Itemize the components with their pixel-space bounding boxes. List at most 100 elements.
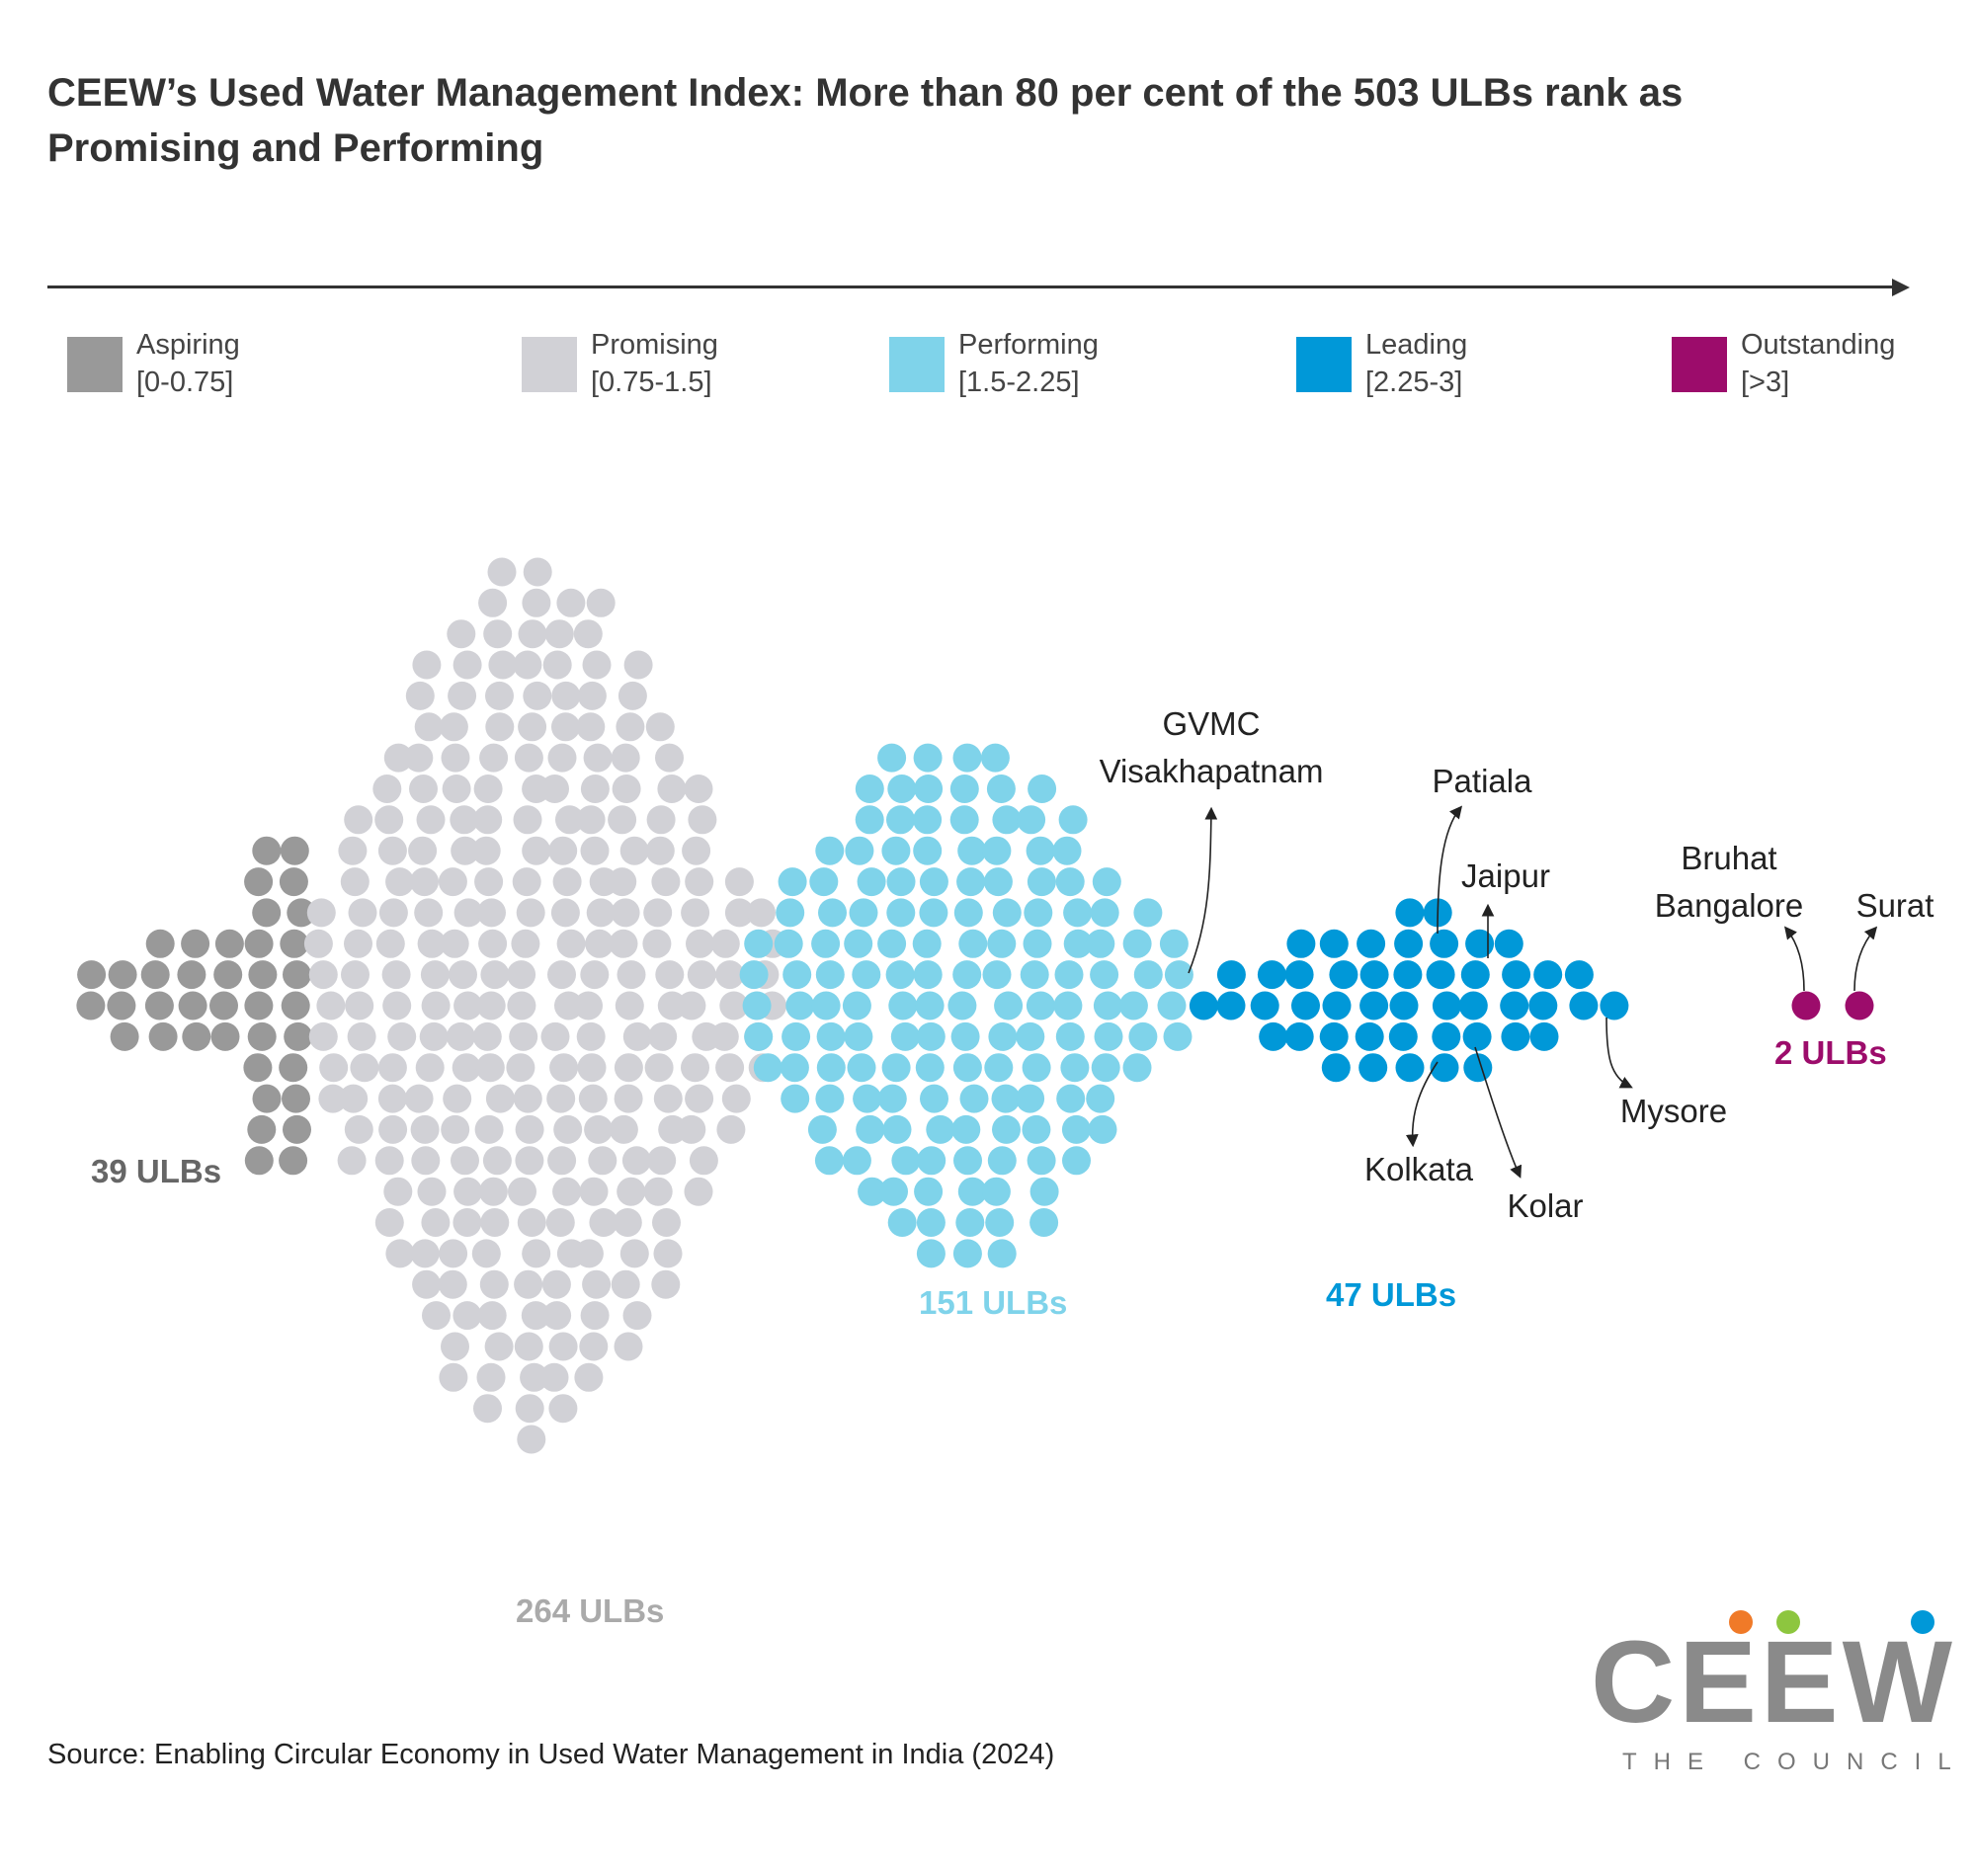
ulb-dot-promising-119	[512, 867, 541, 897]
ulb-dot-leading-27	[1432, 991, 1461, 1020]
ulb-dot-promising-117	[516, 898, 545, 928]
ulb-dot-leading-2	[1216, 991, 1246, 1020]
ulb-dot-performing-123	[1055, 1021, 1085, 1051]
ulb-dot-promising-197	[609, 929, 638, 958]
ulb-dot-promising-172	[577, 1053, 607, 1083]
ulb-dot-promising-132	[521, 1301, 550, 1331]
ulb-dot-performing-102	[986, 775, 1016, 803]
ulb-dot-promising-110	[473, 1394, 502, 1424]
ulb-dot-leading-42	[1528, 991, 1558, 1020]
ulb-dot-promising-199	[611, 898, 640, 928]
ulb-dot-promising-250	[719, 991, 749, 1020]
ulb-dot-promising-167	[548, 1394, 578, 1424]
ulb-dot-promising-178	[588, 1146, 617, 1176]
ulb-dot-promising-58	[412, 650, 442, 680]
ulb-dot-performing-86	[955, 1208, 985, 1237]
ulb-dot-promising-236	[677, 991, 706, 1020]
ulb-dot-promising-128	[522, 1239, 551, 1268]
ulb-dot-promising-78	[448, 681, 477, 710]
ulb-dot-promising-13	[348, 898, 377, 928]
ulb-dot-promising-77	[438, 1269, 467, 1299]
ulb-dot-promising-95	[473, 805, 503, 835]
ulb-dot-promising-151	[547, 1146, 577, 1176]
legend-swatch-leading	[1296, 337, 1352, 392]
ulb-dot-promising-234	[645, 712, 675, 742]
ulb-dot-performing-42	[877, 929, 907, 958]
annotation-arrow-kolar	[1474, 1046, 1522, 1179]
ulb-dot-promising-219	[648, 1021, 678, 1051]
ulb-dot-performing-5	[753, 1053, 782, 1083]
ulb-dot-promising-165	[539, 1362, 569, 1392]
ulb-dot-promising-54	[414, 712, 444, 742]
ulb-dot-performing-135	[1094, 1021, 1123, 1051]
ulb-dot-promising-102	[479, 1269, 509, 1299]
ulb-dot-promising-138	[515, 1394, 544, 1424]
ulb-dot-promising-135	[518, 619, 547, 649]
ulb-dot-performing-47	[882, 1114, 912, 1144]
ulb-dot-promising-97	[473, 775, 503, 803]
ulb-dot-performing-28	[844, 929, 873, 958]
ulb-dot-leading-30	[1430, 929, 1459, 958]
ulb-dot-aspiring-25	[244, 867, 274, 897]
ulb-dot-leading-10	[1286, 929, 1316, 958]
ulb-dot-promising-26	[377, 1084, 407, 1113]
ulb-dot-performing-126	[1063, 898, 1093, 928]
ulb-dot-promising-96	[478, 1177, 508, 1206]
ulb-dot-promising-251	[715, 960, 745, 990]
ulb-dot-leading-28	[1426, 960, 1455, 990]
ulb-dot-performing-150	[1163, 1021, 1193, 1051]
ulb-dot-leading-15	[1321, 1053, 1351, 1083]
ulb-dot-performing-113	[1027, 867, 1056, 897]
ulb-dot-promising-244	[677, 1114, 706, 1144]
ulb-dot-promising-210	[619, 1239, 649, 1268]
ulb-dot-aspiring-23	[252, 898, 282, 928]
annotation-label-gvmc-visakhapatnam: GVMC Visakhapatnam	[1100, 705, 1324, 789]
ulb-dot-leading-38	[1500, 991, 1529, 1020]
ulb-dot-performing-34	[845, 836, 874, 865]
ulb-dot-performing-40	[885, 960, 915, 990]
ulb-dot-promising-31	[374, 805, 404, 835]
ulb-dot-promising-29	[377, 836, 407, 865]
ulb-dot-promising-38	[420, 960, 450, 990]
ulb-dot-aspiring-18	[244, 991, 274, 1020]
ulb-dot-promising-37	[421, 991, 451, 1020]
ulb-dot-promising-184	[574, 1239, 604, 1268]
logo-subtitle: THE COUNCIL	[1622, 1749, 1968, 1775]
ulb-dot-promising-173	[586, 898, 616, 928]
ulb-dot-promising-81	[441, 1332, 469, 1361]
ulb-dot-promising-252	[709, 1021, 739, 1051]
ulb-dot-promising-87	[478, 929, 508, 958]
ulb-dot-performing-77	[953, 898, 983, 928]
ulb-dot-performing-10	[780, 1053, 809, 1083]
ulb-dot-performing-107	[1020, 960, 1049, 990]
ulb-dot-performing-7	[782, 960, 812, 990]
ulb-dot-promising-153	[552, 1177, 582, 1206]
ulb-dot-performing-4	[744, 929, 774, 958]
ulb-dot-aspiring-19	[248, 960, 278, 990]
ulb-dot-performing-139	[1086, 1084, 1115, 1113]
annotation-arrow-bruhat-bangalore	[1784, 926, 1805, 992]
ulb-dot-promising-5	[319, 1053, 349, 1083]
ulb-dot-promising-15	[340, 867, 370, 897]
annotation-arrow-gvmc-visakhapatnam	[1188, 806, 1218, 974]
ulb-dot-promising-133	[513, 650, 542, 680]
ulb-dot-promising-223	[653, 1084, 683, 1113]
cluster-outstanding	[1791, 991, 1874, 1020]
ulb-dot-promising-94	[482, 1146, 512, 1176]
ulb-dot-promising-255	[724, 898, 754, 928]
ulb-dot-aspiring-21	[244, 929, 274, 958]
ulb-dot-promising-169	[580, 960, 610, 990]
ulb-dot-performing-116	[1027, 1146, 1056, 1176]
ulb-dot-promising-209	[611, 743, 640, 773]
ulb-dot-leading-17	[1359, 960, 1389, 990]
ulb-dot-promising-214	[622, 1301, 652, 1331]
ulb-dot-promising-144	[556, 929, 586, 958]
ulb-dot-promising-150	[548, 836, 578, 865]
ulb-dot-promising-89	[477, 898, 506, 928]
ulb-dot-promising-12	[350, 1053, 379, 1083]
ulb-dot-leading-3	[1216, 960, 1246, 990]
ulb-dot-performing-110	[1022, 1053, 1051, 1083]
ulb-dot-performing-17	[811, 929, 841, 958]
ulb-dot-promising-147	[546, 1084, 576, 1113]
ulb-dot-promising-65	[443, 1084, 472, 1113]
